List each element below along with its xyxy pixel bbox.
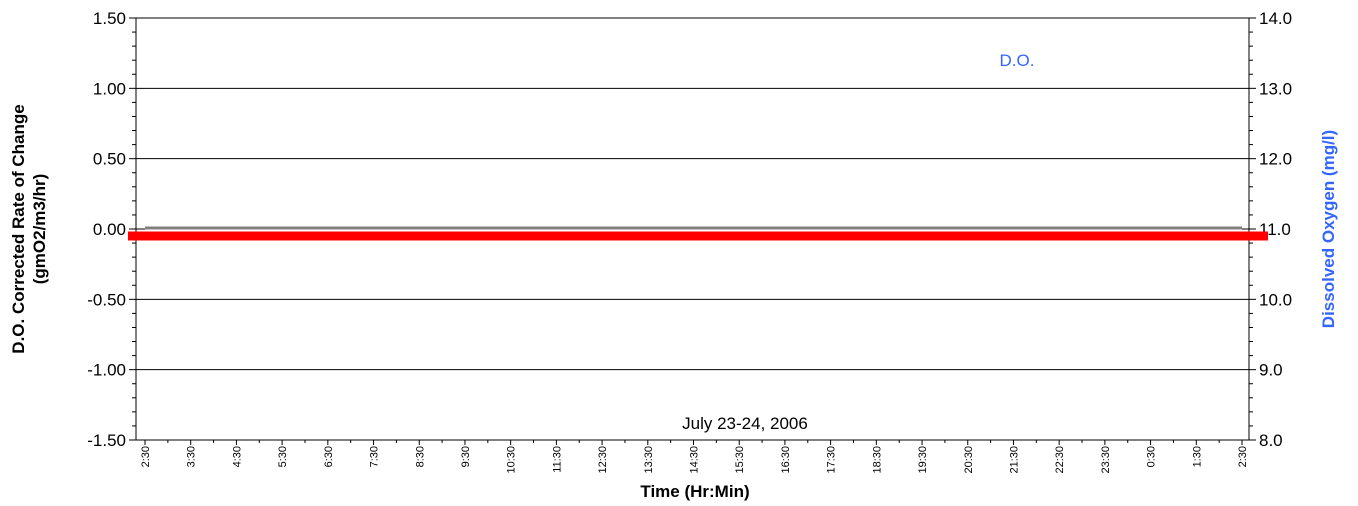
x-tick-label: 5:30 <box>277 446 289 467</box>
right-tick-label: 8.0 <box>1259 431 1283 450</box>
left-axis-title-line1: D.O. Corrected Rate of Change <box>9 104 28 353</box>
x-axis: 2:30 3:30 4:30 5:30 6:30 7:30 8:30 9:30 10:30 11:… <box>140 440 1249 474</box>
x-tick-label: 12:30 <box>597 446 609 474</box>
x-tick-label: 15:30 <box>734 446 746 474</box>
x-tick-label: 3:30 <box>186 446 198 467</box>
left-tick-label: 1.00 <box>93 79 126 98</box>
x-tick-label: 8:30 <box>414 446 426 467</box>
x-tick-label: 22:30 <box>1054 446 1066 474</box>
right-tick-label: 9.0 <box>1259 361 1283 380</box>
left-tick-label: -0.50 <box>87 290 126 309</box>
left-tick-label: -1.00 <box>87 361 126 380</box>
left-axis: 1.50 1.00 0.50 0.00 -0.50 -1.00 -1.50 <box>87 9 137 450</box>
x-tick-label: 9:30 <box>460 446 472 467</box>
x-tick-label: 1:30 <box>1191 446 1203 467</box>
x-tick-label: 0:30 <box>1146 446 1158 467</box>
x-tick-label: 13:30 <box>643 446 655 474</box>
x-tick-label: 23:30 <box>1100 446 1112 474</box>
x-tick-label: 17:30 <box>826 446 838 474</box>
x-tick-label: 2:30 <box>140 446 152 467</box>
legend-label: D.O. <box>1000 51 1035 70</box>
right-tick-label: 14.0 <box>1259 9 1292 28</box>
left-tick-label: -1.50 <box>87 431 126 450</box>
left-tick-label: 0.50 <box>93 150 126 169</box>
x-tick-label: 16:30 <box>780 446 792 474</box>
x-tick-label: 14:30 <box>689 446 701 474</box>
series-layer <box>128 226 1268 241</box>
right-axis: 14.013.012.011.010.09.08.0 <box>1248 9 1292 450</box>
x-axis-title: Time (Hr:Min) <box>640 482 749 501</box>
x-tick-label: 18:30 <box>871 446 883 474</box>
right-tick-label: 13.0 <box>1259 79 1292 98</box>
right-tick-label: 12.0 <box>1259 150 1292 169</box>
x-tick-label: 19:30 <box>917 446 929 474</box>
x-tick-label: 10:30 <box>506 446 518 474</box>
x-tick-label: 4:30 <box>231 446 243 467</box>
left-tick-label: 1.50 <box>93 9 126 28</box>
left-axis-title-line2: (gmO2/m3/hr) <box>30 174 49 285</box>
x-tick-label: 2:30 <box>1237 446 1249 467</box>
left-tick-label: 0.00 <box>93 220 126 239</box>
right-tick-label: 10.0 <box>1259 290 1292 309</box>
x-tick-label: 6:30 <box>323 446 335 467</box>
right-axis-title: Dissolved Oxygen (mg/l) <box>1319 130 1338 328</box>
x-tick-label: 21:30 <box>1008 446 1020 474</box>
date-annotation: July 23-24, 2006 <box>682 414 808 433</box>
x-tick-label: 11:30 <box>551 446 563 473</box>
x-tick-label: 20:30 <box>963 446 975 474</box>
x-tick-label: 7:30 <box>369 446 381 467</box>
minor-ticks <box>132 31 1253 427</box>
